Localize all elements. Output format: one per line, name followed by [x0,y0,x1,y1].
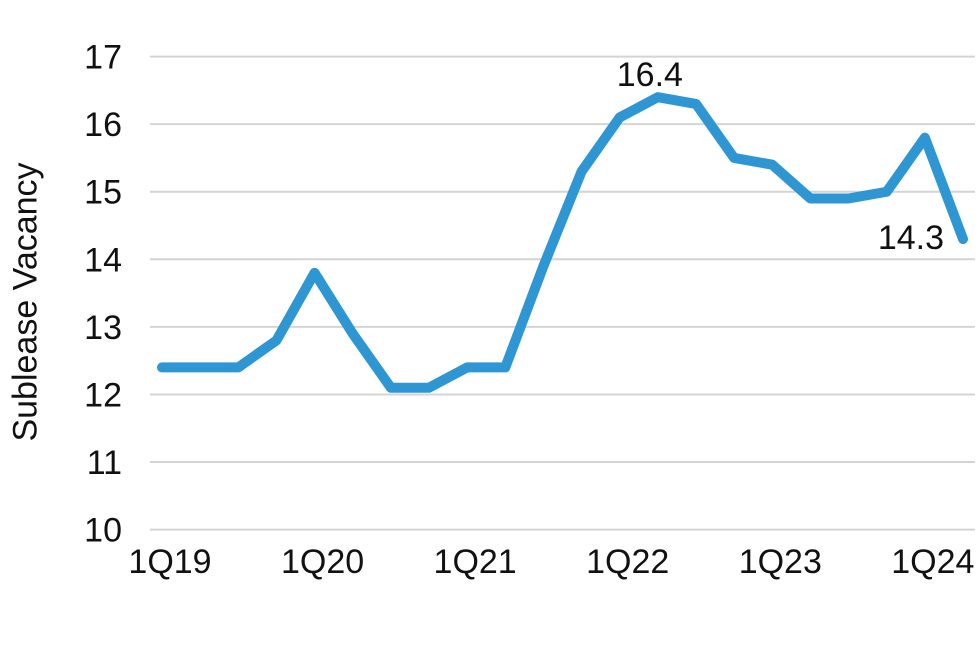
y-tick-label: 10 [84,512,122,550]
x-tick-label: 1Q23 [739,543,822,581]
y-tick-label: 17 [84,39,122,77]
y-tick-label: 16 [84,106,122,144]
x-tick-label: 1Q19 [128,543,211,581]
y-tick-label: 11 [87,444,122,482]
x-tick-label: 1Q20 [281,543,364,581]
x-tick-label: 1Q24 [891,543,974,581]
data-label: 16.4 [617,56,683,94]
y-tick-label: 15 [84,174,122,212]
y-axis-label: Sublease Vacancy [6,162,45,442]
data-label: 14.3 [878,219,944,257]
x-tick-label: 1Q21 [434,543,517,581]
data-line [157,92,968,393]
y-tick-label: 14 [84,241,122,279]
y-tick-label: 13 [84,309,122,347]
x-tick-label: 1Q22 [586,543,669,581]
y-tick-label: 12 [84,376,122,414]
